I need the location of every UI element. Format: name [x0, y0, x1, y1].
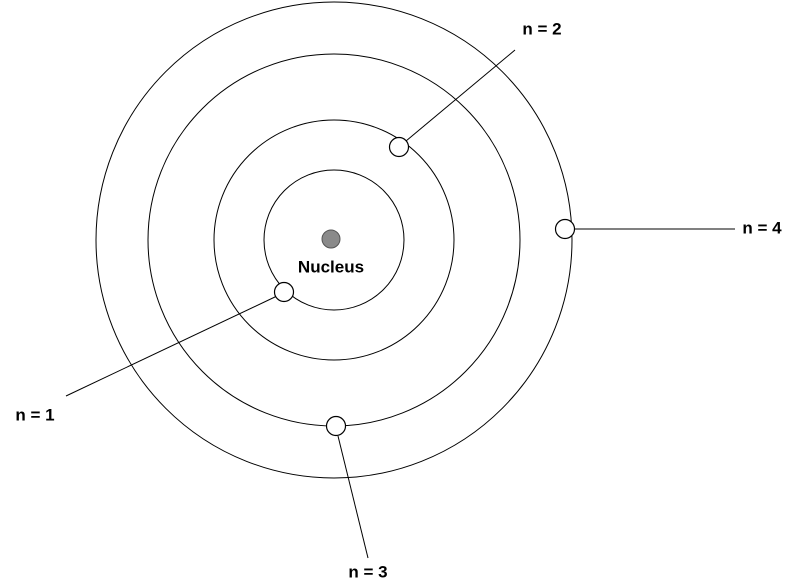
shell-label: n = 1 [15, 405, 54, 424]
orbit [263, 169, 405, 311]
nucleus [321, 229, 341, 249]
orbit [95, 1, 573, 479]
shell-label: n = 3 [348, 562, 387, 581]
leader-line [337, 435, 369, 559]
shell-label: n = 4 [742, 218, 782, 237]
leader-line [65, 295, 278, 397]
leader-line [405, 49, 516, 142]
electron [325, 415, 347, 437]
nucleus-label: Nucleus [298, 257, 364, 276]
shell-label: n = 2 [522, 19, 561, 38]
orbit [213, 119, 455, 361]
electron [273, 281, 295, 303]
electron [554, 218, 576, 240]
electron [388, 136, 410, 158]
